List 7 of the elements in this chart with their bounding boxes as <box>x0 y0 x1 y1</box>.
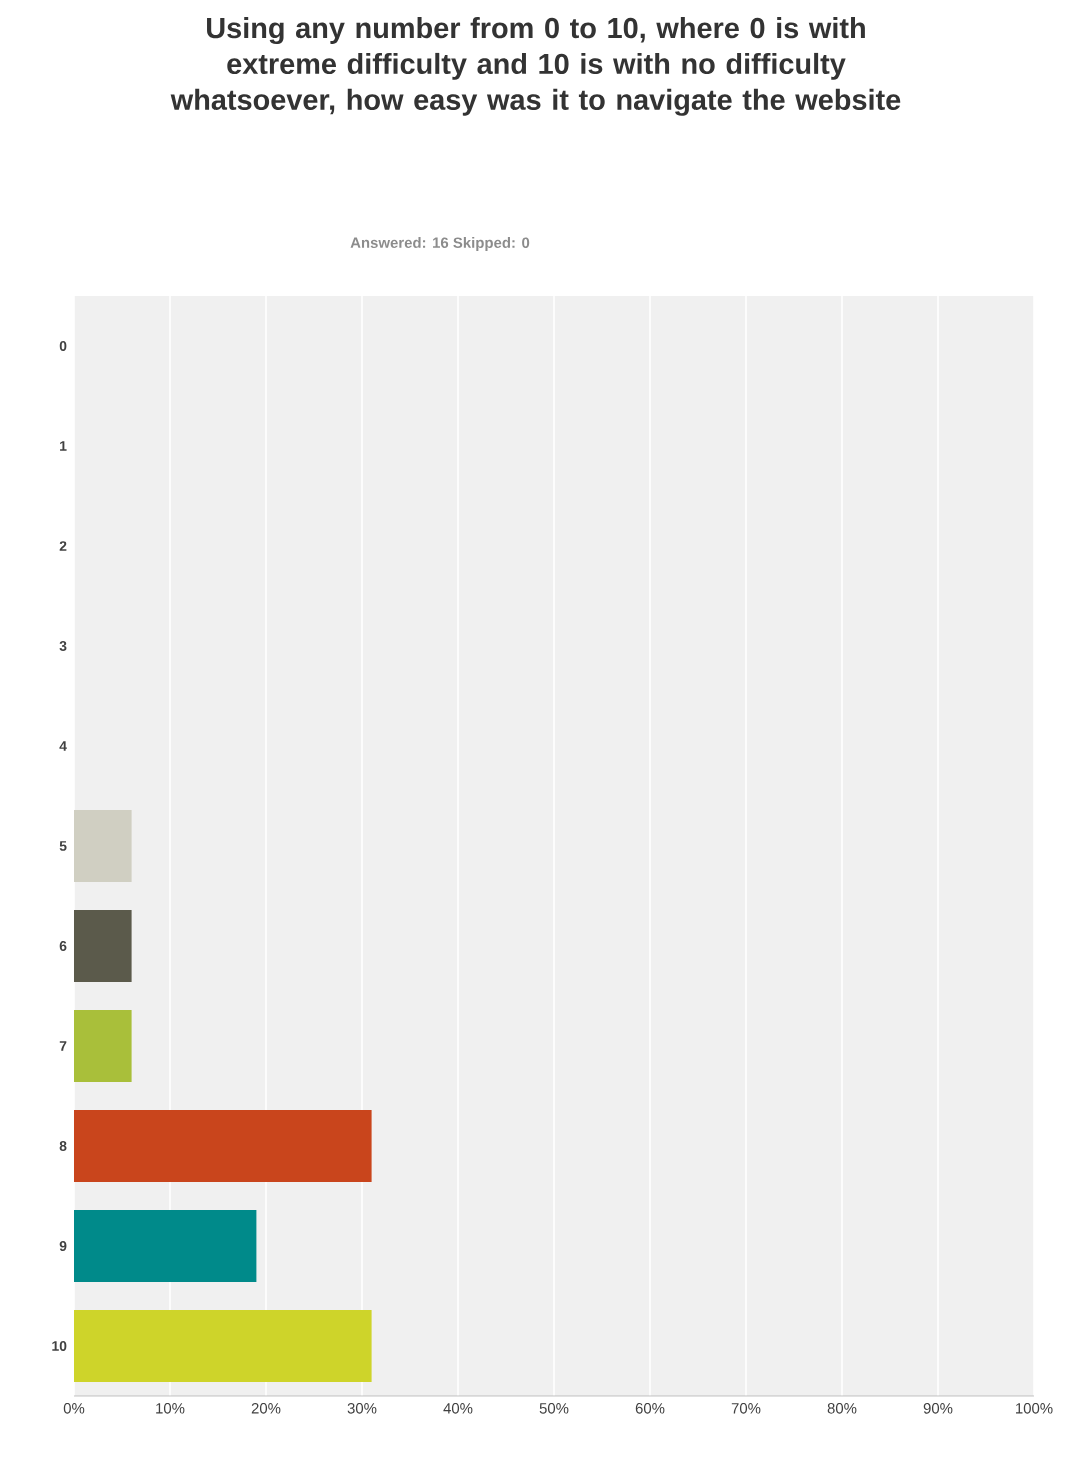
bar <box>74 809 132 882</box>
bar <box>74 1010 132 1082</box>
chart-title: Using any number from 0 to 10, where 0 is with extreme difficulty and 10 is with no difficulty whatsoever, how easy was it to navigate the website <box>170 17 901 116</box>
bar <box>74 1210 257 1282</box>
bar <box>74 910 132 982</box>
bar <box>74 1110 372 1182</box>
bar <box>74 1310 372 1382</box>
